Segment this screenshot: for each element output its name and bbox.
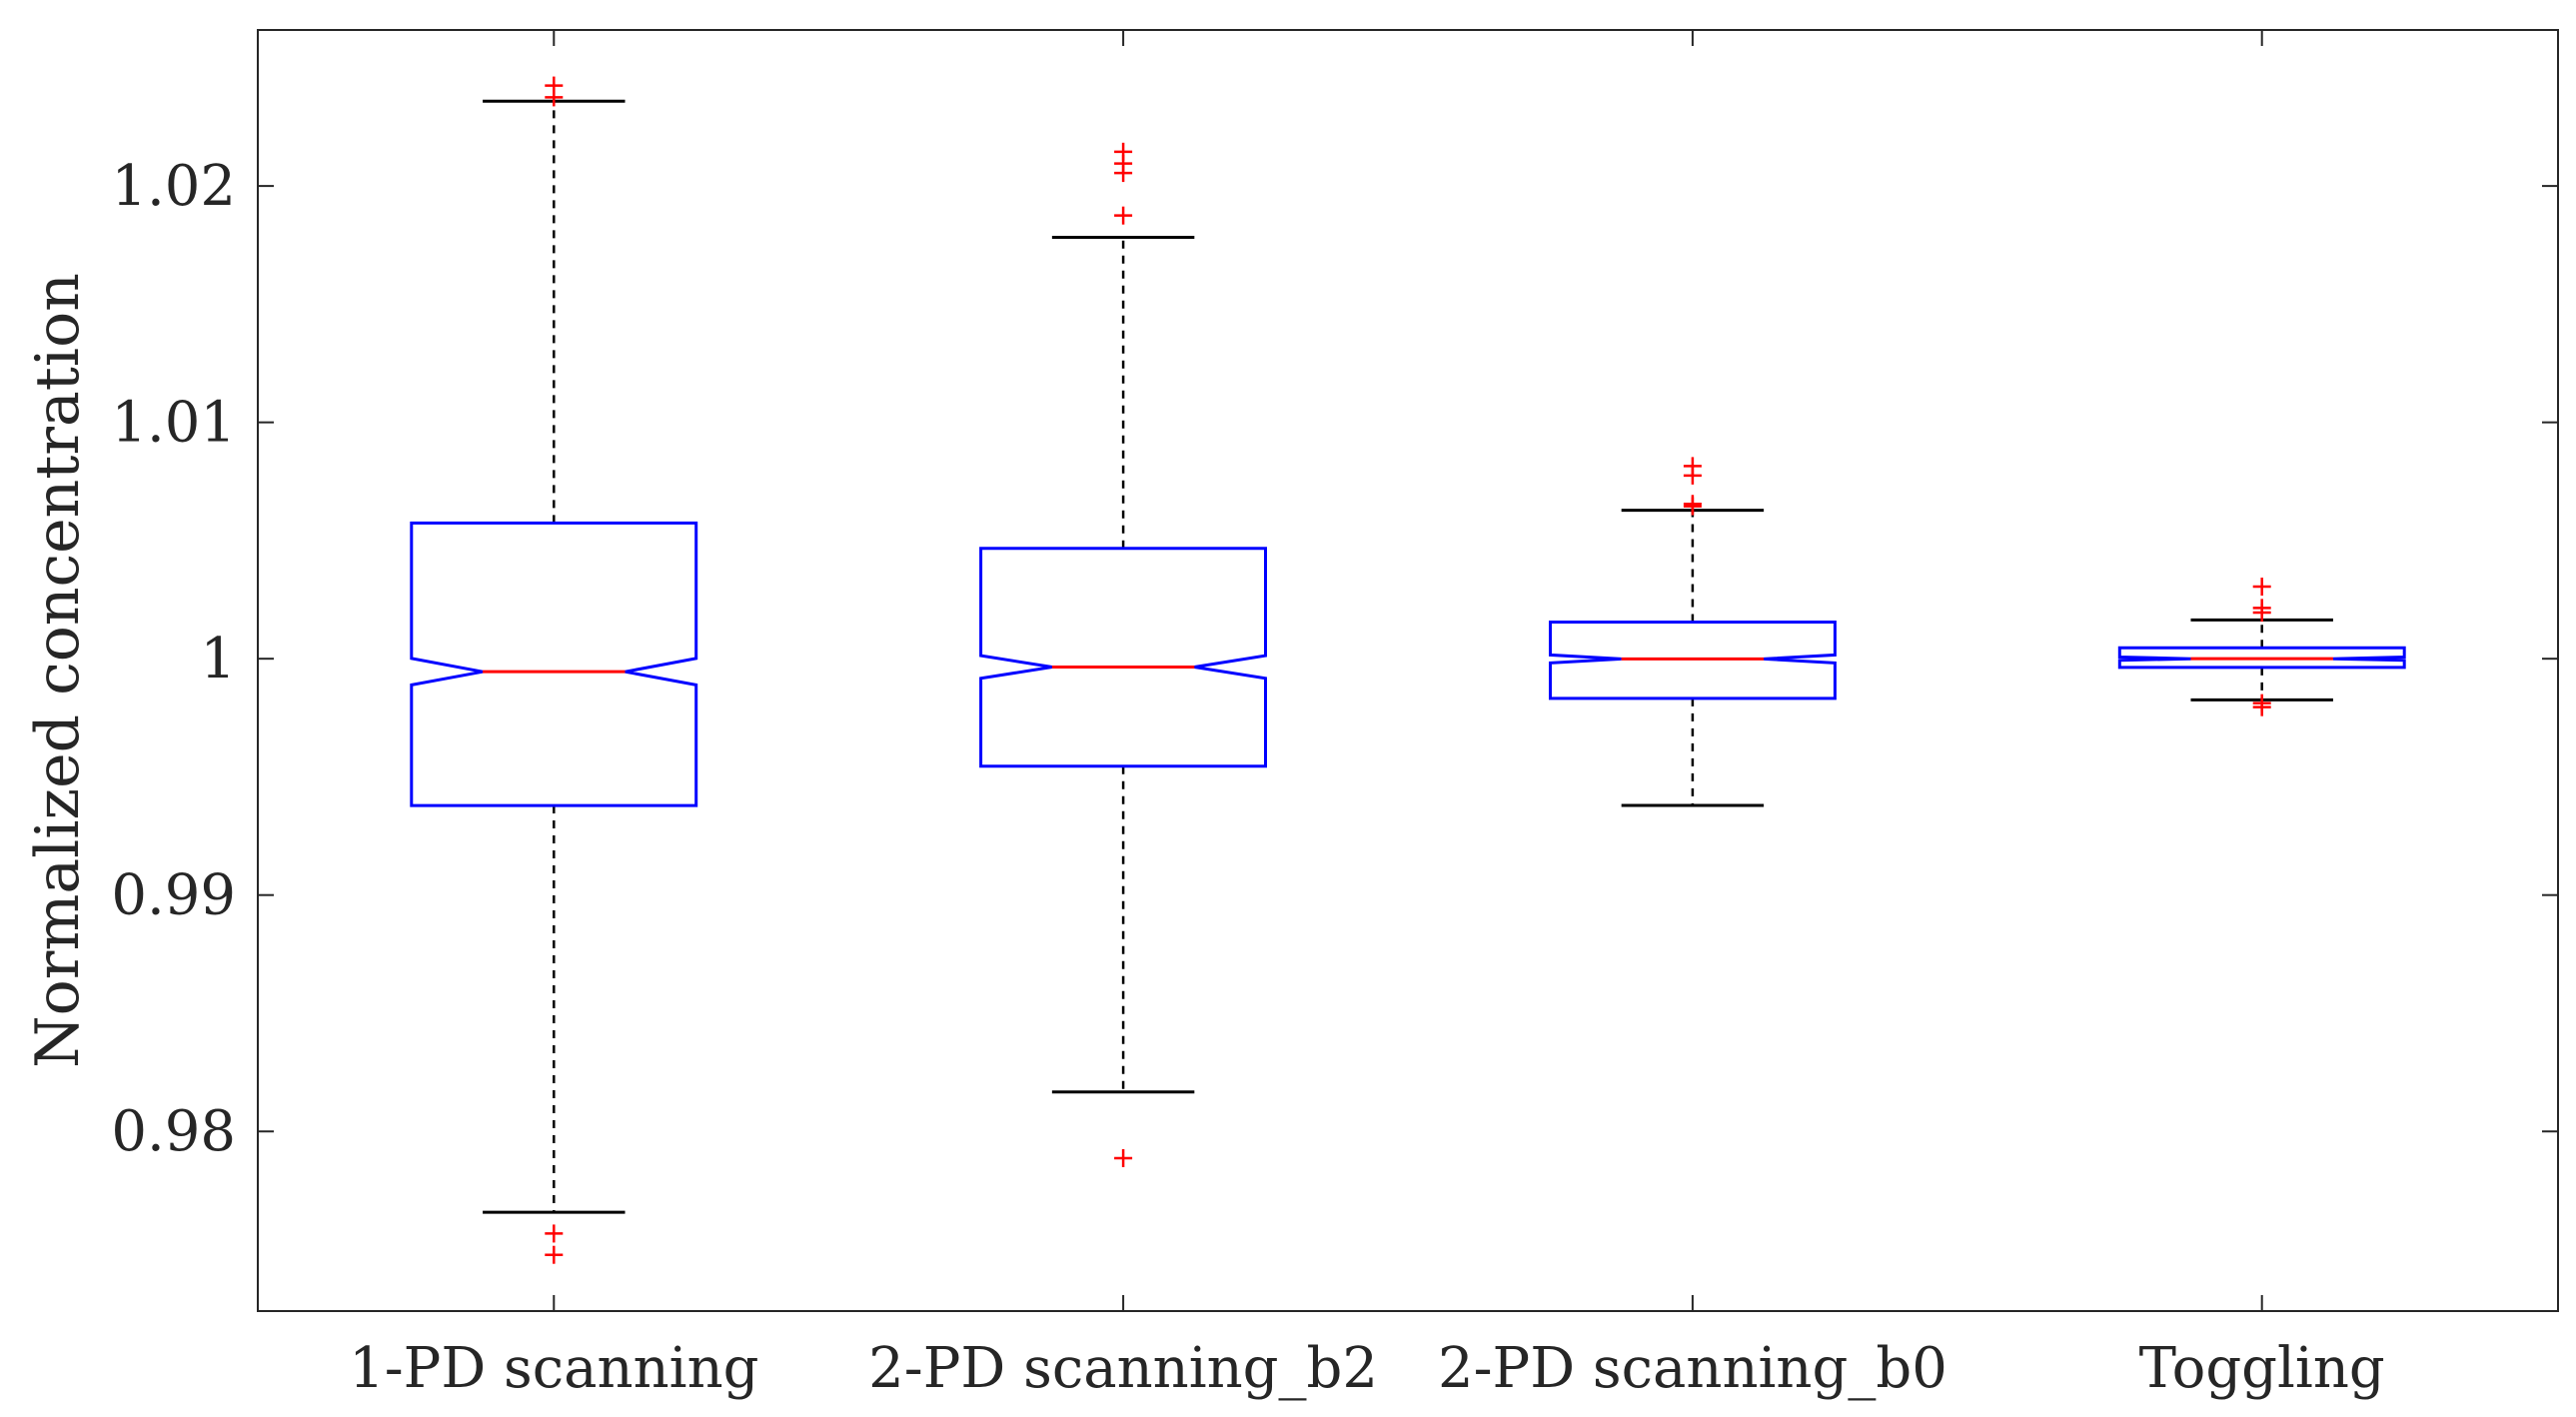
notched-box: [2117, 646, 2406, 670]
x-tick-label: 2-PD scanning_b0: [1438, 1336, 1947, 1401]
y-tick-label: 1.01: [111, 391, 236, 456]
box-group-2: [979, 142, 1267, 1167]
outlier-marker: [1683, 497, 1702, 516]
notched-box: [410, 521, 698, 807]
outlier-marker: [1114, 206, 1133, 225]
outlier-marker: [545, 88, 564, 107]
notched-box: [1549, 621, 1837, 701]
y-tick-label: 1: [200, 627, 236, 692]
ticks-layer: 1-PD scanning 2-PD scanning_b2 2-PD scanni…: [111, 30, 2558, 1401]
plot-area-frame: [257, 29, 2559, 1312]
outlier-marker: [2252, 604, 2271, 623]
box-group-3: [1549, 457, 1837, 807]
outlier-marker: [2252, 578, 2271, 597]
box-group-1: [410, 76, 698, 1264]
notched-box: [979, 547, 1267, 768]
x-tick-label: 1-PD scanning: [349, 1336, 758, 1401]
outlier-marker: [545, 1245, 564, 1264]
y-tick-label: 0.98: [111, 1099, 236, 1164]
x-tick-label: 2-PD scanning_b2: [868, 1336, 1378, 1401]
outlier-marker: [1683, 466, 1702, 485]
outlier-marker: [1114, 164, 1133, 183]
x-tick-label: Toggling: [2139, 1336, 2385, 1401]
outlier-marker: [1114, 1148, 1133, 1167]
y-axis-title: Normalized concentration: [23, 273, 93, 1068]
boxes-layer: [410, 76, 2406, 1264]
y-tick-label: 1.02: [111, 154, 236, 219]
box-group-4: [2117, 578, 2406, 716]
outlier-marker: [2252, 698, 2271, 716]
outlier-marker: [545, 1224, 564, 1243]
y-tick-label: 0.99: [111, 863, 236, 928]
